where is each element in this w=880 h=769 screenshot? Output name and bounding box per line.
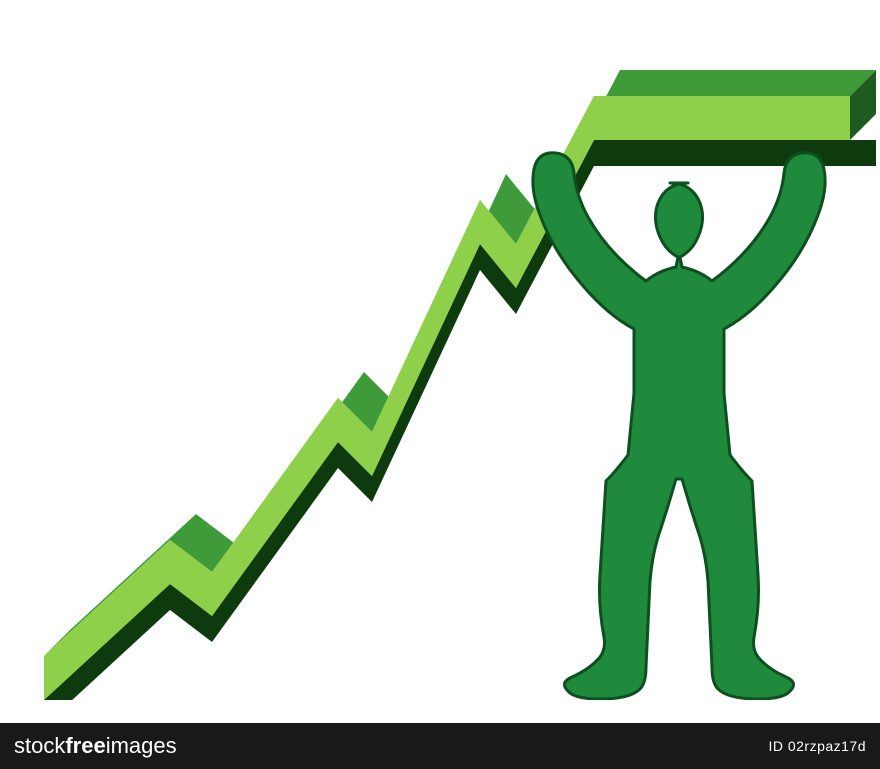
watermark-footer: stock free images ID 02rzpaz17d: [0, 723, 880, 769]
brand-word-stock: stock: [14, 733, 65, 759]
brand-word-free: free: [65, 733, 105, 759]
illustration: [0, 0, 880, 700]
brand-word-images: images: [106, 733, 177, 759]
person-silhouette: [533, 153, 825, 699]
image-id-prefix: ID: [768, 738, 787, 754]
image-id-value: 02rzpaz17d: [788, 738, 866, 754]
stage: stock free images ID 02rzpaz17d: [0, 0, 880, 769]
brand-logo: stock free images: [14, 733, 177, 759]
image-id: ID 02rzpaz17d: [768, 738, 866, 754]
victory-person-icon: [533, 153, 825, 699]
